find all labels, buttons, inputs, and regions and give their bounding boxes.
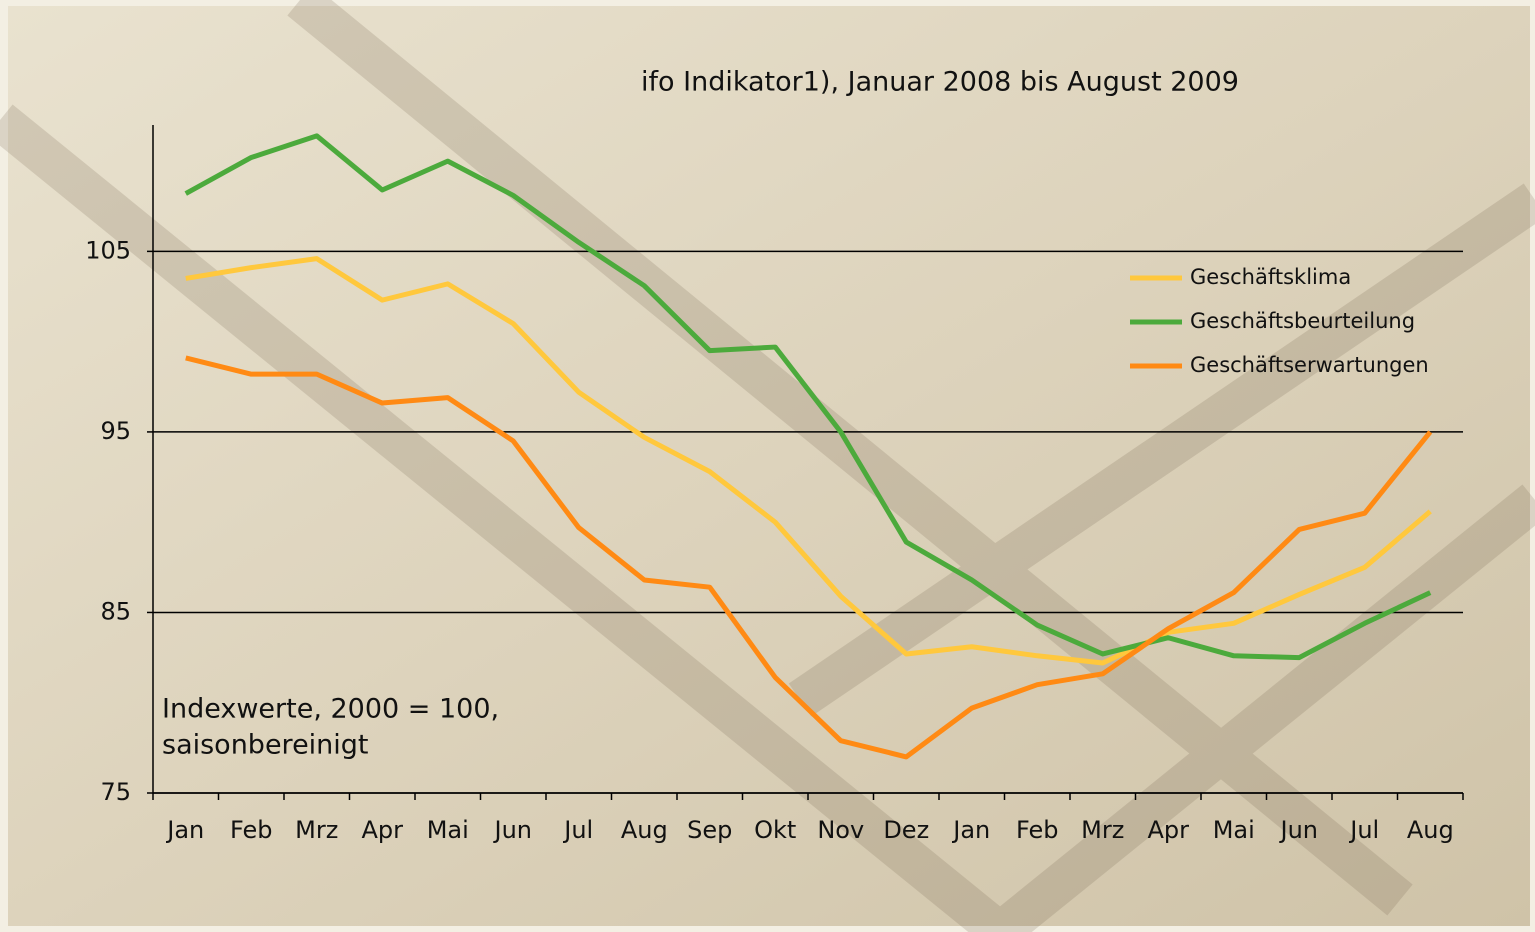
legend-label: Geschäftserwartungen [1190, 353, 1429, 377]
x-tick-label: Jul [562, 816, 593, 844]
y-tick-label: 75 [100, 778, 131, 806]
x-tick-label: Feb [1016, 816, 1059, 844]
y-tick-label: 95 [100, 417, 131, 445]
annotation: Indexwerte, 2000 = 100, [162, 694, 499, 725]
x-tick-label: Aug [1407, 816, 1454, 844]
y-tick-label: 105 [85, 236, 131, 264]
y-tick-label: 85 [100, 597, 131, 625]
x-tick-label: Dez [883, 816, 929, 844]
legend-label: Geschäftsbeurteilung [1190, 309, 1415, 333]
x-tick-label: Jun [493, 816, 533, 844]
x-tick-label: Sep [687, 816, 732, 844]
x-tick-label: Jan [165, 816, 204, 844]
x-tick-label: Apr [361, 816, 403, 844]
x-tick-label: Mai [1213, 816, 1255, 844]
chart: ifo Indikator1), Januar 2008 bis August … [0, 0, 1535, 932]
x-tick-label: Mrz [295, 816, 338, 844]
background-photo [8, 6, 1530, 926]
x-tick-label: Jan [951, 816, 990, 844]
x-tick-label: Jun [1279, 816, 1319, 844]
annotation: saisonbereinigt [162, 730, 369, 761]
x-tick-label: Mrz [1081, 816, 1124, 844]
page: {"chart_data": { "type": "line", "title"… [0, 0, 1535, 932]
x-tick-label: Feb [230, 816, 273, 844]
x-tick-label: Jul [1348, 816, 1379, 844]
x-tick-label: Nov [817, 816, 864, 844]
x-tick-label: Apr [1147, 816, 1189, 844]
x-tick-label: Aug [621, 816, 668, 844]
chart-title: ifo Indikator1), Januar 2008 bis August … [641, 67, 1239, 98]
x-tick-label: Mai [427, 816, 469, 844]
legend-label: Geschäftsklima [1190, 265, 1351, 289]
x-tick-label: Okt [754, 816, 796, 844]
